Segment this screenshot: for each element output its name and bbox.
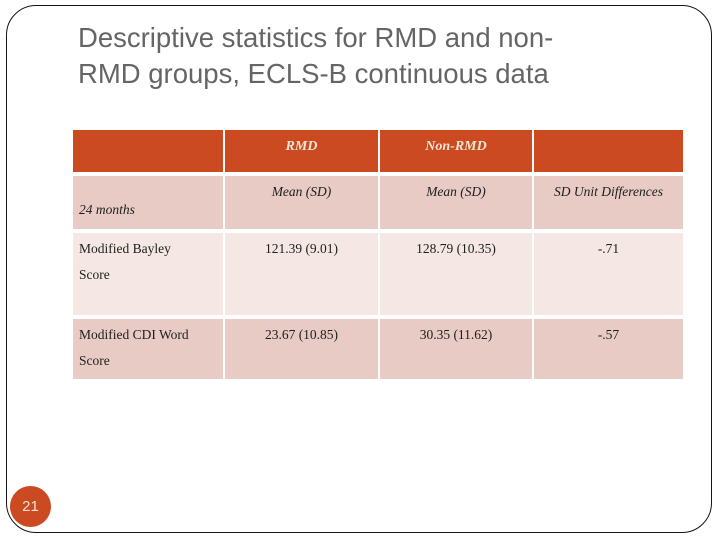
table-header-empty-left — [73, 130, 223, 172]
row-bayley-label: Modified Bayley Score — [73, 233, 223, 315]
table-subheader-sd-unit-differences: SD Unit Differences — [534, 176, 683, 229]
row-cdi-rmd-value: 23.67 (10.85) — [225, 319, 378, 379]
table-subheader-rmd-mean-sd: Mean (SD) — [225, 176, 378, 229]
row-bayley-rmd-value: 121.39 (9.01) — [225, 233, 378, 315]
slide-title-line-2: RMD groups, ECLS-B continuous data — [78, 58, 549, 89]
slide-title: Descriptive statistics for RMD and non- R… — [78, 20, 678, 92]
page-number: 21 — [22, 498, 39, 515]
table-subheader-nonrmd-mean-sd: Mean (SD) — [380, 176, 532, 229]
table-header-rmd: RMD — [225, 130, 378, 172]
table-header-empty-right — [534, 130, 683, 172]
row-bayley-nonrmd-value: 128.79 (10.35) — [380, 233, 532, 315]
table-subheader-24-months: 24 months — [73, 176, 223, 229]
descriptive-statistics-table: RMD Non-RMD 24 months Mean (SD) Mean (SD… — [73, 130, 683, 379]
table-header-non-rmd: Non-RMD — [380, 130, 532, 172]
row-bayley-sd-unit-difference: -.71 — [534, 233, 683, 315]
slide-title-line-1: Descriptive statistics for RMD and non- — [78, 22, 554, 53]
row-cdi-label: Modified CDI Word Score — [73, 319, 223, 379]
page-number-badge: 21 — [10, 486, 51, 527]
row-cdi-sd-unit-difference: -.57 — [534, 319, 683, 379]
row-cdi-nonrmd-value: 30.35 (11.62) — [380, 319, 532, 379]
